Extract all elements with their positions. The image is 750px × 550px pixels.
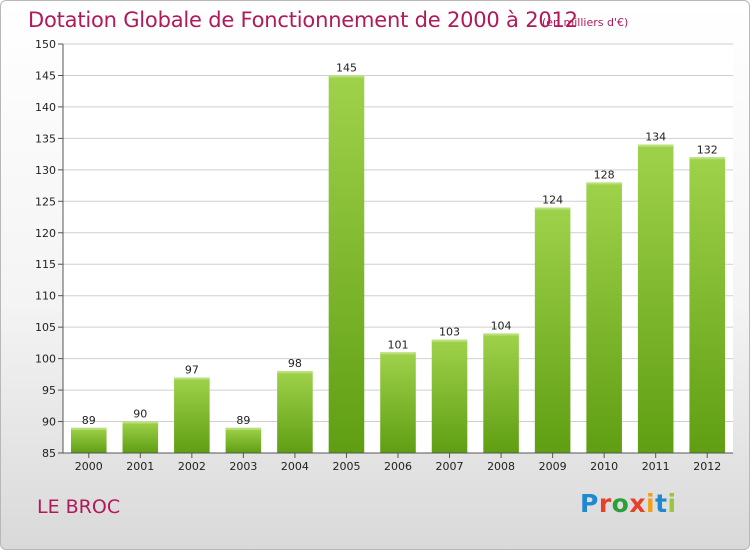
y-tick-label: 110: [35, 290, 56, 303]
logo-letter: i: [646, 489, 656, 518]
y-tick-label: 85: [42, 447, 56, 460]
y-tick-label: 105: [35, 321, 56, 334]
bar-highlight: [174, 377, 210, 380]
value-label-2008: 104: [491, 319, 512, 332]
bar-highlight: [277, 371, 313, 374]
x-tick-label-2007: 2007: [436, 460, 464, 473]
x-tick-label-2012: 2012: [693, 460, 721, 473]
bar-highlight: [70, 427, 107, 430]
bar-2006: [380, 352, 416, 453]
y-tick-label: 125: [35, 195, 56, 208]
value-label-2001: 90: [133, 408, 147, 421]
bar-highlight: [380, 352, 416, 355]
x-tick-label-2005: 2005: [332, 460, 360, 473]
x-tick-label-2004: 2004: [281, 460, 309, 473]
value-label-2012: 132: [697, 143, 718, 156]
y-tick-label: 140: [35, 101, 56, 114]
y-tick-label: 135: [35, 132, 56, 145]
y-tick-label: 95: [42, 384, 56, 397]
value-label-2009: 124: [542, 194, 563, 207]
chart-unit: (en milliers d'€): [542, 16, 629, 29]
bar-highlight: [637, 144, 674, 147]
logo-letter: r: [598, 489, 612, 518]
y-tick-label: 150: [35, 38, 56, 51]
bar-highlight: [431, 339, 468, 342]
x-tick-label-2000: 2000: [75, 460, 103, 473]
value-label-2006: 101: [388, 338, 409, 351]
value-label-2007: 103: [439, 326, 460, 339]
y-tick-label: 115: [35, 258, 56, 271]
bar-2011: [637, 144, 674, 453]
bar-2008: [483, 333, 519, 453]
bar-highlight: [225, 427, 262, 430]
y-tick-label: 100: [35, 353, 56, 366]
bar-2007: [431, 339, 468, 453]
bar-2000: [70, 427, 107, 453]
y-tick-label: 130: [35, 164, 56, 177]
bar-2004: [277, 371, 313, 453]
x-tick-label-2010: 2010: [590, 460, 618, 473]
logo-letter: x: [629, 489, 646, 518]
bars: [70, 75, 726, 453]
value-label-2002: 97: [185, 363, 199, 376]
bar-highlight: [122, 421, 159, 424]
value-label-2005: 145: [336, 61, 357, 74]
y-tick-label: 145: [35, 69, 56, 82]
bar-2010: [586, 182, 622, 453]
x-tick-label-2006: 2006: [384, 460, 412, 473]
logo-letter: P: [580, 489, 599, 518]
labels: 85 90 95 100 105 110 115 120 125 130 135 140 145 150 8…: [35, 38, 721, 473]
place-name: LE BROC: [37, 496, 121, 518]
logo-letter: i: [667, 489, 677, 518]
logo-letter: o: [611, 489, 630, 518]
bar-2009: [534, 207, 571, 453]
axes: [58, 43, 733, 458]
bar-highlight: [328, 75, 365, 78]
y-tick-label: 90: [42, 416, 56, 429]
value-label-2003: 89: [236, 414, 250, 427]
bar-highlight: [534, 207, 571, 210]
value-label-2000: 89: [82, 414, 96, 427]
bar-2002: [174, 377, 210, 453]
x-tick-label-2003: 2003: [229, 460, 257, 473]
value-label-2004: 98: [288, 357, 302, 370]
bar-2001: [122, 421, 159, 453]
bar-2012: [689, 157, 726, 453]
value-label-2010: 128: [594, 168, 615, 181]
logo-letter: t: [655, 489, 668, 518]
value-label-2011: 134: [645, 131, 666, 144]
x-tick-label-2011: 2011: [642, 460, 670, 473]
bar-highlight: [586, 182, 622, 185]
bar-2005: [328, 75, 365, 453]
chart-title: Dotation Globale de Fonctionnement de 20…: [28, 8, 578, 32]
bar-highlight: [689, 157, 726, 160]
x-tick-label-2001: 2001: [126, 460, 154, 473]
x-tick-label-2009: 2009: [539, 460, 567, 473]
proxiti-logo[interactable]: Proxiti: [580, 489, 677, 518]
x-tick-label-2008: 2008: [487, 460, 515, 473]
bar-highlight: [483, 333, 519, 336]
y-tick-label: 120: [35, 227, 56, 240]
bar-2003: [225, 427, 262, 453]
x-tick-label-2002: 2002: [178, 460, 206, 473]
